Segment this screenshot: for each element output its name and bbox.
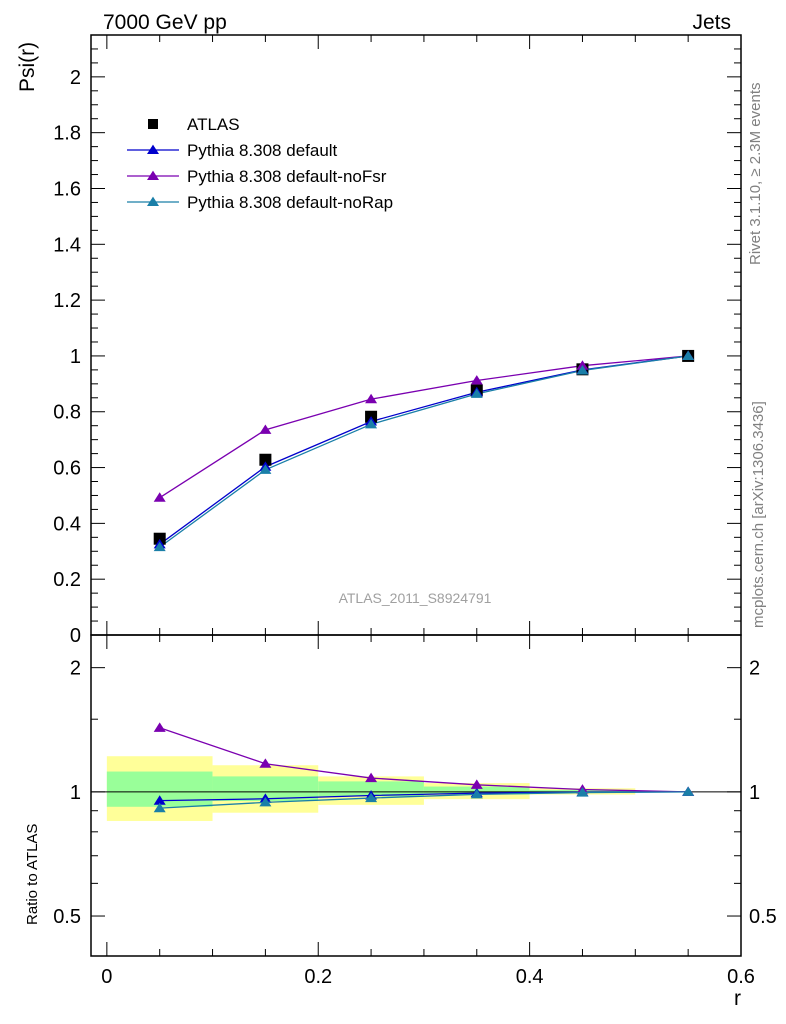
legend-marker-atlas [148, 119, 158, 129]
data-point-series-3 [576, 365, 589, 375]
data-point-series-3 [259, 464, 272, 474]
ratio-point-series-2 [259, 796, 272, 807]
ratio-frame [90, 634, 742, 957]
data-point-atlas [259, 453, 272, 466]
ratio-line-2 [159, 791, 689, 809]
legend-marker-1 [147, 144, 159, 155]
legend-label-3: Pythia 8.308 default-noRap [187, 193, 393, 212]
legend-label-1: Pythia 8.308 default [187, 141, 338, 160]
mcplots-label: mcplots.cern.ch [arXiv:1306.3436] [750, 401, 767, 628]
data-point-series-2 [365, 393, 378, 404]
legend-marker-3 [147, 196, 159, 207]
data-point-series-2 [576, 360, 589, 370]
y-tick-label-main: 1.4 [53, 234, 81, 256]
y-tick-label-ratio: 0.5 [53, 906, 81, 928]
data-point-atlas [153, 532, 166, 545]
ratio-point-series-2 [470, 788, 483, 799]
y-tick-label-main: 0.2 [53, 569, 81, 591]
ratio-point-series-0 [153, 795, 166, 805]
legend-label-2: Pythia 8.308 default-noFsr [187, 167, 387, 186]
data-point-series-3 [365, 418, 378, 429]
data-point-series-3 [682, 350, 695, 360]
uncertainty-band-green [318, 781, 424, 797]
ratio-point-series-2 [365, 792, 378, 803]
series-line-2 [159, 355, 689, 499]
rivet-version-label: Rivet 3.1.10, ≥ 2.3M events [747, 83, 764, 266]
ratio-panel [91, 722, 741, 813]
data-point-series-3 [470, 388, 483, 398]
main-panel [153, 349, 695, 552]
x-tick-label: 0.4 [516, 966, 544, 988]
ratio-point-series-1 [470, 779, 483, 789]
series-line-1 [159, 355, 689, 545]
y-tick-label-main: 0 [70, 625, 81, 647]
y-tick-label-main: 1.2 [53, 290, 81, 312]
ratio-point-series-2 [576, 787, 589, 797]
legend: ATLAS Pythia 8.308 default Pythia 8.308 de… [127, 115, 393, 212]
x-tick-label: 0 [101, 966, 112, 988]
y-axis-label-ratio: Ratio to ATLAS [24, 824, 41, 925]
y-tick-label-main: 0.6 [53, 458, 81, 480]
x-tick-label: 0.2 [304, 966, 332, 988]
x-tick-label: 0.6 [727, 966, 755, 988]
data-point-series-2 [470, 375, 483, 385]
y-tick-label-main: 1.6 [53, 178, 81, 200]
energy-label: 7000 GeV pp [103, 11, 227, 34]
y-tick-label-ratio: 2 [70, 658, 81, 680]
y-tick-label-ratio-right: 0.5 [749, 906, 777, 928]
y-tick-label-ratio-right: 1 [749, 782, 760, 804]
y-tick-label-main: 0.4 [53, 513, 81, 535]
process-label: Jets [692, 11, 731, 34]
ratio-line-1 [159, 727, 689, 793]
data-point-series-3 [153, 541, 166, 552]
y-tick-label-ratio: 1 [70, 782, 81, 804]
series-line-3 [159, 355, 689, 548]
y-tick-label-main: 1.8 [53, 123, 81, 145]
ratio-point-series-2 [682, 786, 695, 796]
y-tick-label-main: 2 [70, 67, 81, 89]
data-point-series-2 [153, 492, 166, 502]
ratio-point-series-2 [153, 802, 166, 813]
analysis-watermark: ATLAS_2011_S8924791 [339, 590, 492, 606]
y-tick-label-main: 0.8 [53, 402, 81, 424]
legend-marker-2 [147, 170, 159, 181]
legend-label-0: ATLAS [187, 115, 240, 134]
ratio-point-series-1 [365, 772, 378, 783]
y-tick-label-ratio-right: 2 [749, 658, 760, 680]
ratio-point-series-1 [259, 758, 272, 768]
x-axis-label: r [734, 987, 741, 1010]
ratio-point-series-1 [153, 722, 166, 732]
y-tick-label-main: 1 [70, 346, 81, 368]
y-axis-label-main: Psi(r) [16, 42, 39, 92]
data-point-series-2 [259, 424, 272, 434]
